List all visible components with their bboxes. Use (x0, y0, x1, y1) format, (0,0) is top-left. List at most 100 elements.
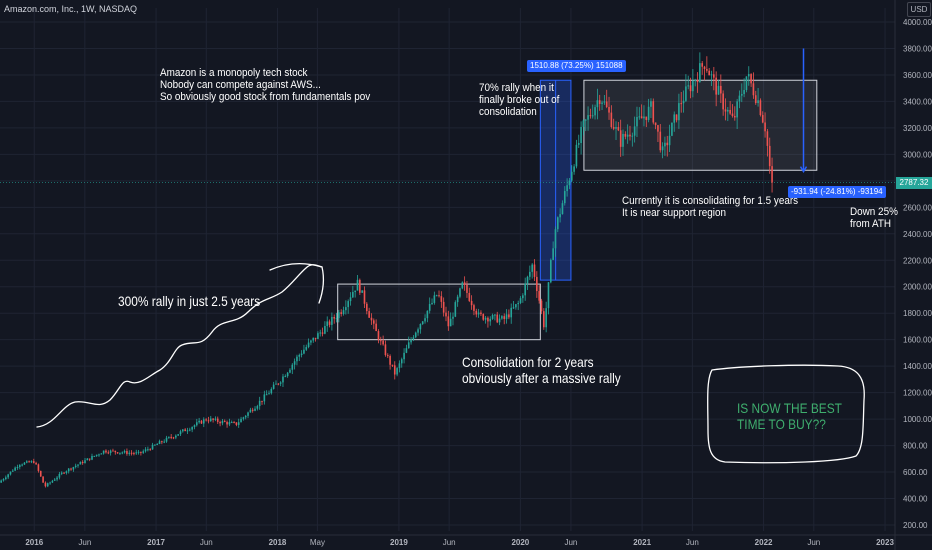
price-tick-label: 800.00 (903, 442, 928, 451)
candle-body (468, 292, 471, 301)
candle-body (512, 307, 515, 309)
candle-body (496, 314, 499, 323)
candle-body (361, 290, 363, 293)
candle-body (228, 422, 231, 425)
annotation-consolidating-now: Currently it is consolidating for 1.5 ye… (622, 195, 799, 219)
candle-body (459, 288, 461, 297)
candle-body (615, 127, 617, 129)
candle-body (256, 406, 259, 409)
candle-body (235, 422, 238, 425)
candle-body (645, 116, 648, 120)
candle-body (391, 364, 394, 366)
candle-body (570, 171, 573, 181)
candle-body (359, 279, 361, 293)
candle-body (407, 342, 410, 349)
candle-body (561, 203, 564, 215)
candle-body (46, 483, 49, 487)
candle-body (703, 66, 706, 70)
candle-body (503, 316, 506, 320)
candle-body (144, 449, 147, 452)
candle-body (617, 127, 620, 131)
candle-body (673, 114, 676, 123)
candle-body (759, 100, 762, 116)
time-tick-label: Jun (686, 538, 699, 547)
candle-body (126, 451, 128, 454)
callout-box-stroke (707, 364, 865, 464)
candle-body (382, 340, 384, 345)
candle-body (18, 465, 21, 467)
candle-body (701, 63, 704, 67)
candle-body (596, 100, 599, 108)
candle-body (347, 301, 350, 308)
candle-body (722, 93, 724, 110)
candle-body (338, 312, 340, 319)
candle-body (254, 408, 256, 411)
candle-body (175, 435, 177, 438)
candle-body (556, 217, 559, 230)
candle-body (694, 79, 697, 81)
candle-body (515, 304, 517, 308)
candle-body (286, 372, 289, 377)
candle-body (314, 337, 317, 339)
candle-body (440, 296, 443, 302)
candle-body (123, 451, 126, 453)
candle-body (263, 394, 266, 402)
candle-body (659, 131, 662, 151)
candle-body (461, 282, 464, 289)
candle-body (501, 316, 503, 319)
candle-body (182, 429, 184, 432)
candle-body (729, 109, 731, 114)
candle-body (771, 166, 773, 183)
candle-body (633, 126, 636, 136)
candle-body (720, 85, 722, 94)
candle-body (109, 450, 112, 453)
candle-body (209, 418, 212, 422)
candle-body (470, 300, 473, 306)
price-tick-label: 1600.00 (903, 336, 932, 345)
candle-body (151, 444, 154, 450)
candle-body (643, 116, 645, 119)
candle-body (410, 339, 412, 343)
time-tick-label: 2020 (511, 538, 529, 547)
candle-body (49, 482, 51, 484)
candle-body (35, 462, 37, 465)
candle-body (268, 393, 270, 395)
currency-button[interactable]: USD (907, 2, 931, 17)
candle-body (498, 318, 501, 323)
candle-body (428, 303, 431, 311)
candle-body (487, 317, 489, 322)
candle-body (116, 452, 119, 454)
candle-body (540, 300, 543, 312)
candle-body (510, 307, 513, 318)
candle-body (743, 89, 745, 95)
price-tick-label: 1200.00 (903, 389, 932, 398)
candle-body (242, 417, 245, 419)
candle-body (426, 310, 429, 319)
candle-body (619, 130, 622, 147)
candle-body (494, 314, 496, 316)
time-tick-label: 2017 (147, 538, 165, 547)
candle-body (405, 348, 408, 353)
candle-body (25, 461, 28, 463)
candle-body (491, 315, 494, 319)
candle-body (612, 126, 615, 129)
candle-body (752, 83, 755, 96)
candle-body (95, 454, 98, 456)
candle-body (305, 347, 308, 350)
price-tick-label: 3600.00 (903, 71, 932, 80)
price-tick-label: 200.00 (903, 521, 928, 530)
candle-body (265, 394, 268, 396)
annotation-rally-300: 300% rally in just 2.5 years (118, 293, 261, 309)
symbol-title[interactable]: Amazon.com, Inc., 1W, NASDAQ (4, 4, 138, 14)
candle-body (282, 376, 284, 383)
candle-body (536, 276, 538, 292)
candle-body (333, 316, 336, 319)
candle-body (53, 479, 56, 481)
annotation-fundamentals: Amazon is a monopoly tech stock Nobody c… (160, 67, 371, 103)
candle-body (32, 461, 35, 463)
candle-body (414, 332, 417, 338)
candle-body (130, 452, 133, 454)
candle-body (191, 427, 193, 430)
